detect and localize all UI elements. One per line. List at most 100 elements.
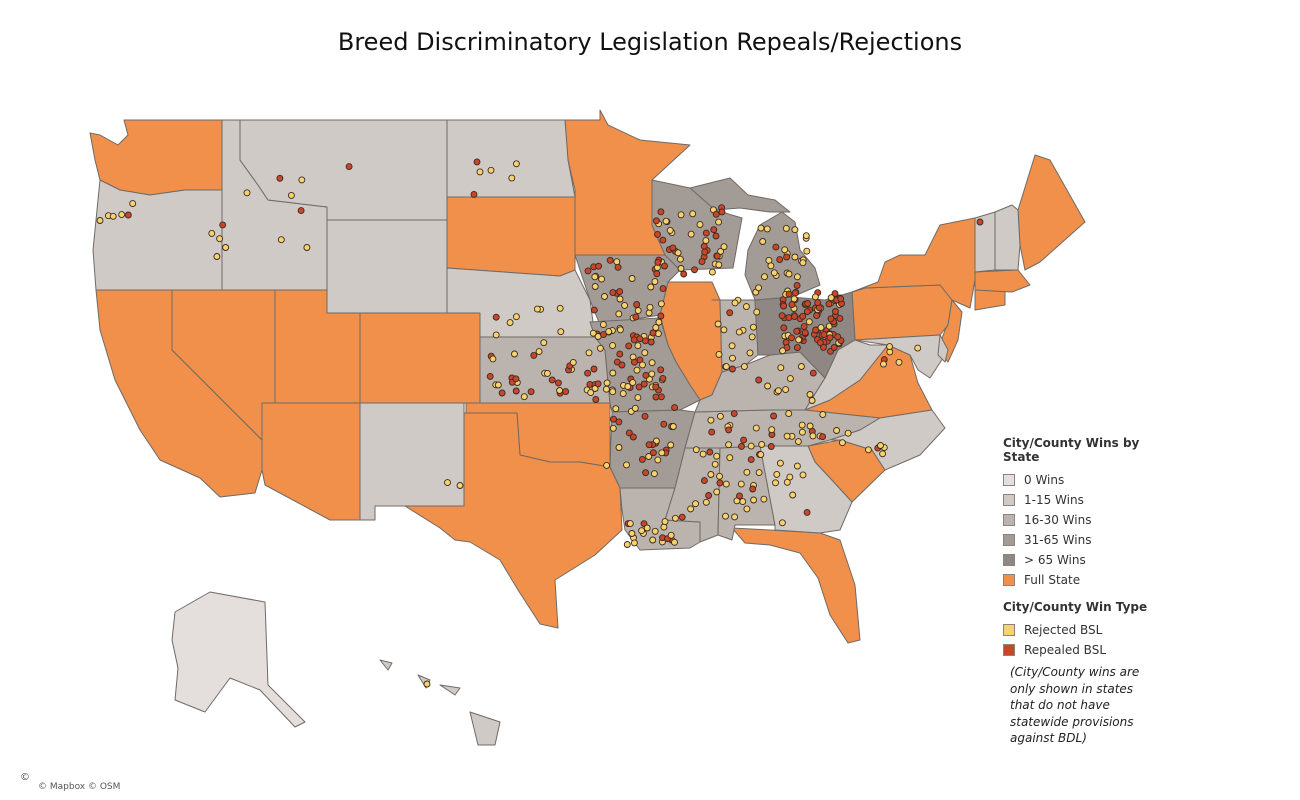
rejected-bsl-marker[interactable] — [785, 270, 793, 278]
rejected-bsl-marker[interactable] — [739, 498, 747, 506]
rejected-bsl-marker[interactable] — [740, 363, 748, 371]
rejected-bsl-marker[interactable] — [692, 446, 700, 454]
repealed-bsl-marker[interactable] — [625, 429, 633, 437]
rejected-bsl-marker[interactable] — [634, 394, 642, 402]
rejected-bsl-marker[interactable] — [633, 366, 641, 374]
rejected-bsl-marker[interactable] — [298, 176, 306, 184]
repealed-bsl-marker[interactable] — [638, 455, 646, 463]
rejected-bsl-marker[interactable] — [757, 451, 765, 459]
rejected-bsl-marker[interactable] — [520, 393, 528, 401]
repealed-bsl-marker[interactable] — [610, 415, 617, 423]
repealed-bsl-marker[interactable] — [700, 242, 708, 250]
repealed-bsl-marker[interactable] — [276, 174, 284, 182]
repealed-bsl-marker[interactable] — [219, 221, 227, 229]
rejected-bsl-marker[interactable] — [671, 538, 678, 546]
rejected-bsl-marker[interactable] — [827, 294, 835, 302]
rejected-bsl-marker[interactable] — [641, 349, 649, 357]
repealed-bsl-marker[interactable] — [793, 344, 801, 352]
rejected-bsl-marker[interactable] — [543, 369, 551, 377]
rejected-bsl-marker[interactable] — [760, 495, 768, 503]
rejected-bsl-marker[interactable] — [819, 411, 827, 419]
rejected-bsl-marker[interactable] — [596, 344, 604, 352]
repealed-bsl-marker[interactable] — [700, 477, 708, 485]
rejected-bsl-marker[interactable] — [634, 307, 642, 315]
repealed-bsl-marker[interactable] — [747, 456, 755, 464]
rejected-bsl-marker[interactable] — [645, 453, 653, 460]
rejected-bsl-marker[interactable] — [615, 444, 623, 451]
rejected-bsl-marker[interactable] — [630, 539, 638, 547]
legend-wins-item-row[interactable]: > 65 Wins — [1003, 550, 1173, 570]
rejected-bsl-marker[interactable] — [802, 232, 810, 240]
rejected-bsl-marker[interactable] — [666, 226, 674, 234]
rejected-bsl-marker[interactable] — [651, 527, 659, 535]
legend-wins-item-row[interactable]: 1-15 Wins — [1003, 490, 1173, 510]
rejected-bsl-marker[interactable] — [791, 253, 799, 261]
repealed-bsl-marker[interactable] — [512, 375, 520, 383]
rejected-bsl-marker[interactable] — [243, 189, 251, 197]
rejected-bsl-marker[interactable] — [676, 255, 684, 263]
rejected-bsl-marker[interactable] — [648, 359, 656, 367]
repealed-bsl-marker[interactable] — [791, 289, 799, 297]
repealed-bsl-marker[interactable] — [640, 380, 648, 388]
rejected-bsl-marker[interactable] — [789, 491, 797, 499]
rejected-bsl-marker[interactable] — [713, 452, 721, 460]
rejected-bsl-marker[interactable] — [702, 237, 710, 245]
rejected-bsl-marker[interactable] — [456, 482, 464, 489]
repealed-bsl-marker[interactable] — [826, 334, 834, 342]
rejected-bsl-marker[interactable] — [623, 461, 630, 469]
rejected-bsl-marker[interactable] — [752, 424, 760, 432]
rejected-bsl-marker[interactable] — [556, 387, 564, 394]
repealed-bsl-marker[interactable] — [592, 396, 600, 403]
rejected-bsl-marker[interactable] — [648, 370, 656, 378]
rejected-bsl-marker[interactable] — [755, 469, 763, 477]
repealed-bsl-marker[interactable] — [730, 410, 738, 418]
rejected-bsl-marker[interactable] — [782, 224, 790, 232]
rejected-bsl-marker[interactable] — [772, 479, 779, 487]
rejected-bsl-marker[interactable] — [677, 265, 685, 272]
repealed-bsl-marker[interactable] — [713, 252, 721, 260]
repealed-bsl-marker[interactable] — [649, 329, 657, 337]
repealed-bsl-marker[interactable] — [793, 327, 801, 335]
rejected-bsl-marker[interactable] — [764, 382, 772, 390]
rejected-bsl-marker[interactable] — [763, 225, 771, 233]
repealed-bsl-marker[interactable] — [657, 312, 665, 320]
repealed-bsl-marker[interactable] — [705, 492, 713, 499]
repealed-bsl-marker[interactable] — [595, 262, 603, 270]
repealed-bsl-marker[interactable] — [653, 270, 661, 278]
rejected-bsl-marker[interactable] — [609, 369, 617, 377]
repealed-bsl-marker[interactable] — [701, 248, 709, 256]
rejected-bsl-marker[interactable] — [216, 235, 224, 243]
rejected-bsl-marker[interactable] — [707, 416, 715, 424]
repealed-bsl-marker[interactable] — [712, 232, 720, 240]
repealed-bsl-marker[interactable] — [606, 256, 614, 264]
repealed-bsl-marker[interactable] — [788, 334, 795, 342]
repealed-bsl-marker[interactable] — [647, 338, 655, 346]
repealed-bsl-marker[interactable] — [830, 344, 838, 351]
rejected-bsl-marker[interactable] — [601, 293, 608, 300]
repealed-bsl-marker[interactable] — [470, 190, 478, 198]
repealed-bsl-marker[interactable] — [590, 365, 598, 373]
rejected-bsl-marker[interactable] — [753, 308, 761, 316]
rejected-bsl-marker[interactable] — [569, 358, 577, 366]
repealed-bsl-marker[interactable] — [803, 508, 811, 516]
repealed-bsl-marker[interactable] — [755, 376, 763, 384]
repealed-bsl-marker[interactable] — [799, 312, 807, 320]
repealed-bsl-marker[interactable] — [706, 448, 714, 456]
rejected-bsl-marker[interactable] — [661, 518, 669, 526]
repealed-bsl-marker[interactable] — [770, 412, 778, 420]
rejected-bsl-marker[interactable] — [651, 278, 659, 286]
rejected-bsl-marker[interactable] — [797, 363, 805, 370]
rejected-bsl-marker[interactable] — [811, 293, 819, 301]
rejected-bsl-marker[interactable] — [602, 385, 610, 393]
legend-type-item-row[interactable]: Rejected BSL — [1003, 620, 1173, 640]
rejected-bsl-marker[interactable] — [793, 273, 801, 281]
repealed-bsl-marker[interactable] — [728, 365, 736, 373]
repealed-bsl-marker[interactable] — [669, 244, 677, 252]
rejected-bsl-marker[interactable] — [487, 166, 495, 174]
rejected-bsl-marker[interactable] — [750, 496, 758, 504]
repealed-bsl-marker[interactable] — [726, 309, 734, 317]
repealed-bsl-marker[interactable] — [633, 301, 641, 308]
rejected-bsl-marker[interactable] — [798, 428, 806, 436]
rejected-bsl-marker[interactable] — [556, 304, 564, 312]
rejected-bsl-marker[interactable] — [476, 168, 484, 176]
